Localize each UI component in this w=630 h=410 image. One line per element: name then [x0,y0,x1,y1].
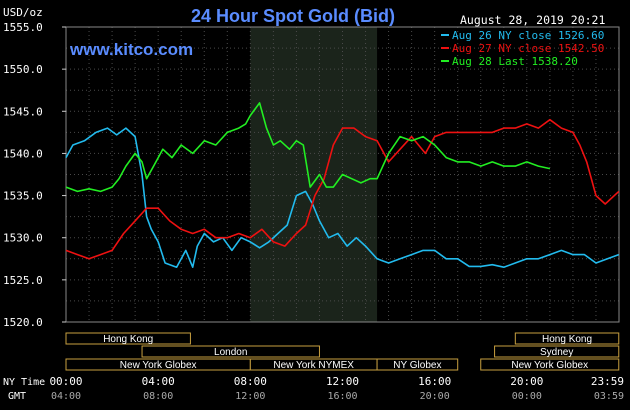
x-tick-label-ny: 04:00 [142,375,175,388]
x-tick-label-ny: 12:00 [326,375,359,388]
y-tick-label: 1540.0 [3,147,43,160]
session-box [141,345,320,358]
session-box [514,332,620,345]
series-line-1 [65,127,620,269]
trading-sessions: Hong Kong Hong Kong London Sydney New York G… [65,332,620,371]
x-tick-label-ny: 20:00 [510,375,543,388]
session-shade [250,27,378,322]
session-box [65,332,191,345]
session-label: New York Globex [120,360,197,371]
session-box [494,345,620,358]
x-tick-label-ny: 23:59 [591,375,624,388]
x-tick-label-gmt: 03:59 [594,391,624,402]
x-tick-label-ny: 08:00 [234,375,267,388]
legend-entry: Aug 26 NY close 1526.60 [452,29,604,42]
timestamp: August 28, 2019 20:21 [460,13,605,27]
x-tick-label-gmt: 04:00 [51,391,81,402]
x-tick-label-ny: 00:00 [49,375,82,388]
chart-title: 24 Hour Spot Gold (Bid) [191,6,395,26]
x-axis: NY Time GMT 00:00 04:00 04:00 08:00 08:00 12:00… [3,375,624,402]
session-label: New York Globex [511,360,588,371]
y-tick-label: 1550.0 [3,63,43,76]
legend-entry: Aug 27 NY close 1542.50 [452,42,604,55]
plot-frame [65,26,620,323]
y-tick-label: 1535.0 [3,190,43,203]
x-tick-label-gmt: 08:00 [143,391,173,402]
session-label: Hong Kong [103,334,153,345]
y-tick-label: 1555.0 [3,21,43,34]
y-axis: 1555.0 1550.0 1545.0 1540.0 1535.0 1530.0 1525… [3,21,66,329]
session-label: New York NYMEX [273,360,354,371]
x-tick-label-gmt: 12:00 [235,391,265,402]
session-box [376,358,459,371]
x-row-label-ny: NY Time [3,377,45,388]
x-tick-label-gmt: 00:00 [512,391,542,402]
x-tick-label-ny: 16:00 [418,375,451,388]
session-label: Sydney [540,347,573,358]
x-tick-label-gmt: 20:00 [420,391,450,402]
y-tick-label: 1545.0 [3,105,43,118]
x-tick-label-gmt: 16:00 [327,391,357,402]
series-line-2 [65,118,620,260]
y-tick-label: 1520.0 [3,316,43,329]
session-label: London [214,347,247,358]
y-axis-label: USD/oz [3,6,43,19]
session-label: Hong Kong [542,334,592,345]
x-row-label-gmt: GMT [8,391,26,402]
session-label: NY Globex [393,360,441,371]
session-box [480,358,620,371]
series-line-3 [65,102,551,193]
y-tick-label: 1525.0 [3,274,43,287]
series-lines [65,102,620,269]
watermark-text: www.kitco.com [69,40,193,59]
legend-entry: Aug 28 Last 1538.20 [452,55,578,68]
y-tick-label: 1530.0 [3,232,43,245]
